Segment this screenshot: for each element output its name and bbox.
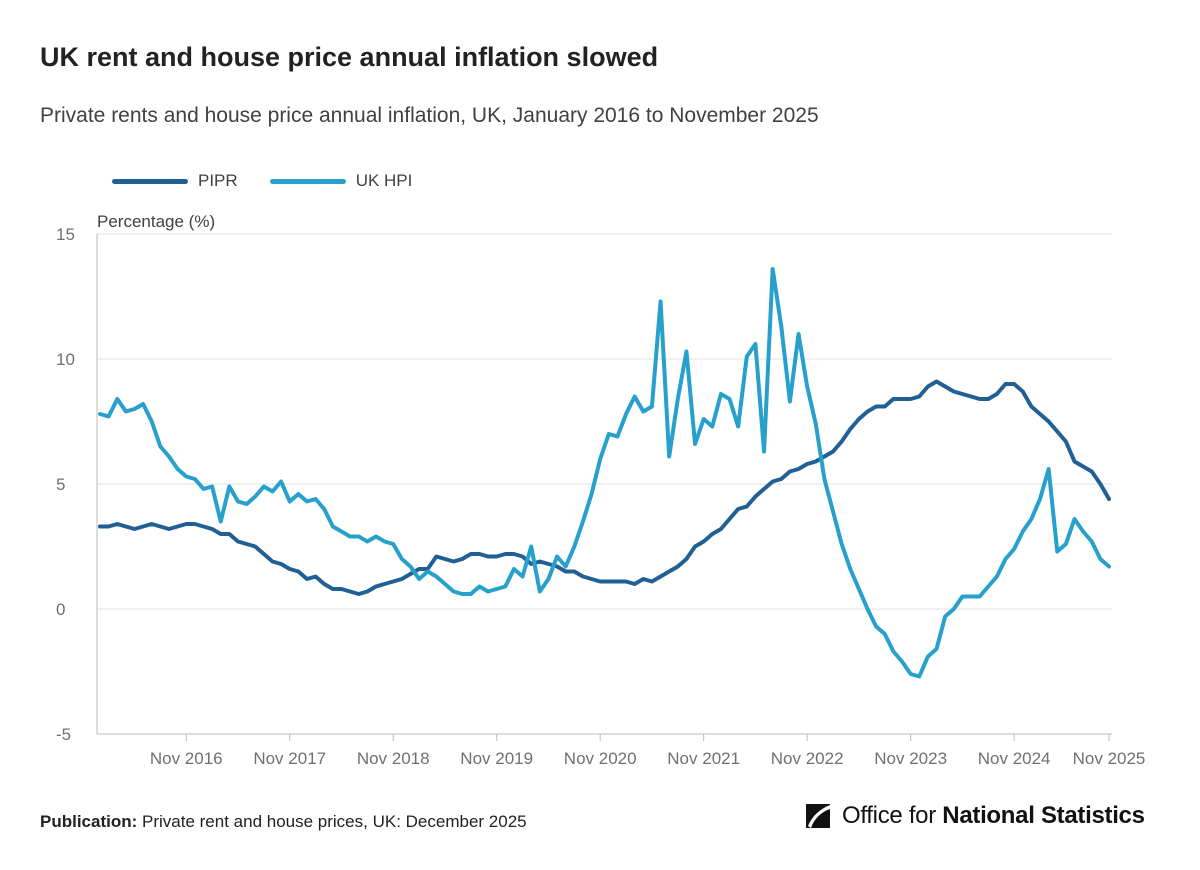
chart-title: UK rent and house price annual inflation… [40,42,659,72]
line-chart: 15 10 5 0 -5 Percentage (%) Nov 2016 Nov 2017 No… [56,212,1146,768]
legend-label-uk-hpi: UK HPI [355,171,413,190]
legend-item-uk-hpi[interactable]: UK HPI [269,171,413,191]
ons-logo-icon [806,804,830,828]
footer: Publication: Private rent and house pric… [40,812,527,832]
footer-label: Publication: [40,812,138,831]
x-tick-label: Nov 2017 [253,749,326,768]
legend-label-pipr: PIPR [198,171,238,190]
y-axis-label: Percentage (%) [97,212,215,231]
x-tick-label: Nov 2025 [1073,749,1146,768]
chart-legend: PIPR UK HPI [112,171,444,191]
x-tick-label: Nov 2023 [874,749,947,768]
chart-subtitle: Private rents and house price annual inf… [40,104,819,127]
x-tick-label: Nov 2020 [564,749,637,768]
x-tick-label: Nov 2021 [667,749,740,768]
y-tick-label: 5 [56,475,65,494]
legend-swatch-uk-hpi [269,178,346,184]
ons-logo-text-bold: National Statistics [942,802,1145,829]
y-tick-label: -5 [56,725,71,744]
series-line-pipr [98,379,1111,596]
footer-text: Private rent and house prices, UK: Decem… [142,812,527,831]
ons-logo[interactable]: Office for National Statistics [802,800,1145,832]
legend-swatch-pipr [112,178,188,184]
ons-logo-text: Office for National Statistics [842,802,1145,830]
series-line-uk-hpi [98,267,1111,679]
y-tick-label: 0 [56,600,65,619]
x-tick-label: Nov 2018 [357,749,430,768]
ons-logo-text-regular: Office for [842,802,943,829]
y-tick-label: 15 [56,225,75,244]
x-tick-label: Nov 2022 [771,749,844,768]
legend-item-pipr[interactable]: PIPR [112,171,238,191]
y-tick-label: 10 [56,350,75,369]
x-tick-label: Nov 2024 [978,749,1051,768]
x-tick-label: Nov 2019 [460,749,533,768]
x-tick-label: Nov 2016 [150,749,223,768]
